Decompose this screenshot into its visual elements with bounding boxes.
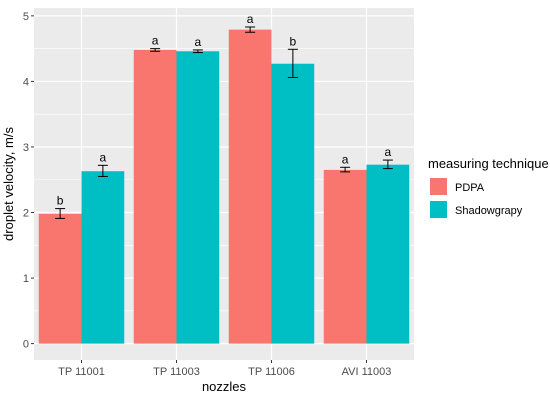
significance-letter: a — [195, 35, 202, 49]
x-axis-title: nozzles — [202, 379, 247, 394]
y-tick-label: 0 — [23, 339, 29, 351]
y-axis-title: droplet velocity, m/s — [1, 127, 16, 241]
legend-items: PDPA Shadowgrapy — [430, 178, 523, 218]
x-tick-label: AVI 11003 — [342, 366, 392, 378]
y-tick-label: 2 — [23, 208, 29, 220]
errors-layer — [55, 26, 393, 219]
significance-letter: b — [57, 194, 64, 208]
y-axis: 0 1 2 3 4 5 — [23, 11, 34, 351]
y-tick-label: 3 — [23, 142, 29, 154]
significance-letter: a — [152, 34, 159, 48]
y-tick-label: 1 — [23, 273, 29, 285]
significance-letter: a — [385, 145, 392, 159]
bar — [38, 213, 82, 344]
legend: measuring technique PDPA Shadowgrapy — [428, 156, 549, 218]
letters-layer: b a a a a b a a — [57, 12, 392, 208]
bar — [133, 49, 177, 344]
legend-label: PDPA — [455, 182, 485, 194]
legend-key — [430, 201, 447, 218]
y-tick-label: 5 — [23, 11, 29, 23]
significance-letter: a — [100, 150, 107, 164]
significance-letter: a — [342, 152, 349, 166]
bar — [228, 29, 272, 344]
bar — [176, 51, 220, 344]
bar — [323, 169, 367, 344]
legend-label: Shadowgrapy — [455, 205, 523, 217]
bars-layer — [38, 29, 410, 344]
bar — [271, 63, 315, 344]
y-tick-label: 4 — [23, 76, 29, 88]
significance-letter: b — [290, 34, 297, 48]
x-tick-label: TP 11003 — [153, 366, 200, 378]
legend-title: measuring technique — [428, 156, 549, 171]
x-tick-label: TP 11006 — [248, 366, 295, 378]
bar — [366, 164, 410, 344]
x-tick-label: TP 11001 — [58, 366, 105, 378]
significance-letter: a — [247, 12, 254, 26]
bar — [81, 171, 125, 344]
legend-key — [430, 178, 447, 195]
x-axis: TP 11001 TP 11003 TP 11006 AVI 11003 — [58, 360, 391, 378]
